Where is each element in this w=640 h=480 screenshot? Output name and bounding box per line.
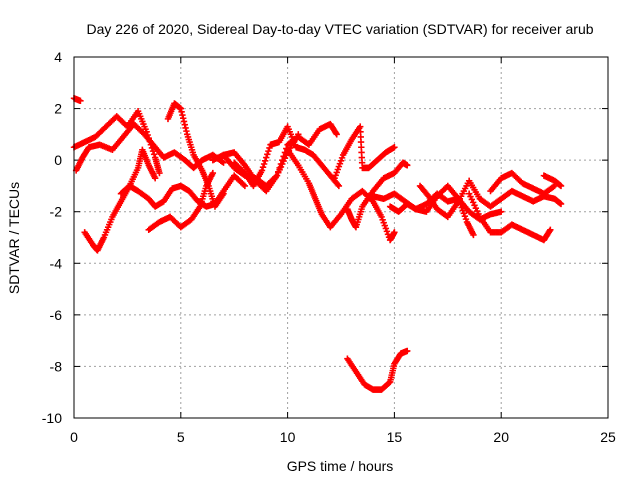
data-point (77, 97, 84, 105)
data-point (265, 147, 272, 155)
x-tick-label: 10 (280, 429, 296, 445)
series-sat-t (344, 347, 411, 393)
series-sat-g (164, 100, 227, 210)
y-tick-label: -6 (50, 307, 63, 323)
y-tick-label: -2 (50, 204, 63, 220)
series-sat-r (487, 169, 558, 197)
data-point (177, 105, 184, 112)
series-sat-k (284, 146, 398, 244)
data-point (263, 154, 270, 161)
data-point (259, 164, 267, 171)
x-tick-label: 0 (70, 429, 78, 445)
data-point (266, 144, 273, 152)
data-point (178, 108, 185, 115)
data-point (209, 169, 217, 177)
data-point (335, 182, 343, 190)
data-point (151, 174, 159, 182)
y-axis-label: SDTVAR / TECUs (6, 182, 22, 294)
y-tick-label: -10 (42, 410, 62, 426)
x-tick-label: 20 (493, 429, 509, 445)
data-point (557, 182, 565, 190)
series-sat-d (81, 146, 159, 254)
data-point (220, 159, 227, 166)
chart-title: Day 226 of 2020, Sidereal Day-to-day VTE… (86, 21, 593, 37)
data-point (557, 200, 565, 208)
y-axis-ticks: 4 2 0 -2 -4 -6 -8 -10 (42, 49, 608, 426)
data-point (181, 121, 189, 128)
series-sat-q (465, 190, 554, 244)
data-point (180, 115, 187, 122)
data-point (149, 147, 157, 155)
data-point (241, 182, 249, 190)
data-point (404, 162, 411, 169)
data-point (498, 208, 505, 215)
data-point (470, 231, 477, 239)
data-point (333, 131, 340, 138)
data-point (260, 160, 268, 168)
data-points (70, 95, 565, 393)
grid-lines (74, 57, 608, 418)
x-tick-label: 25 (600, 429, 616, 445)
data-point (261, 157, 269, 164)
y-tick-label: 4 (54, 49, 62, 65)
data-point (385, 379, 393, 387)
data-point (334, 181, 341, 188)
x-tick-label: 5 (177, 429, 185, 445)
series-sat-l (331, 123, 398, 182)
data-point (547, 226, 554, 233)
data-point (150, 151, 158, 158)
series-sat-m (344, 159, 411, 231)
y-tick-label: -8 (50, 358, 63, 374)
data-point (546, 227, 553, 235)
data-point (391, 144, 398, 151)
data-point (391, 229, 398, 236)
data-point (156, 169, 163, 177)
data-point (264, 151, 271, 158)
data-point (404, 347, 411, 355)
data-point (180, 118, 188, 125)
y-tick-label: 2 (54, 101, 62, 117)
data-point (332, 129, 340, 137)
series-sat-f (117, 172, 249, 210)
series-sat-i (209, 131, 302, 195)
plot-frame (73, 56, 609, 419)
series-sat-j (231, 123, 343, 190)
x-axis-ticks: 0 5 10 15 20 25 (70, 57, 616, 445)
x-tick-label: 15 (387, 429, 403, 445)
data-point (179, 111, 186, 119)
y-tick-label: 0 (54, 152, 62, 168)
series-sat-o (386, 182, 477, 239)
series-sat-c (72, 120, 227, 174)
y-tick-label: -4 (50, 255, 63, 271)
series-sat-s (540, 172, 565, 190)
data-point (258, 167, 266, 174)
data-point (220, 190, 227, 197)
data-point (295, 131, 302, 138)
data-point (183, 127, 190, 135)
series-sat-a (70, 95, 84, 105)
x-axis-label: GPS time / hours (287, 458, 394, 474)
data-point (182, 124, 189, 132)
